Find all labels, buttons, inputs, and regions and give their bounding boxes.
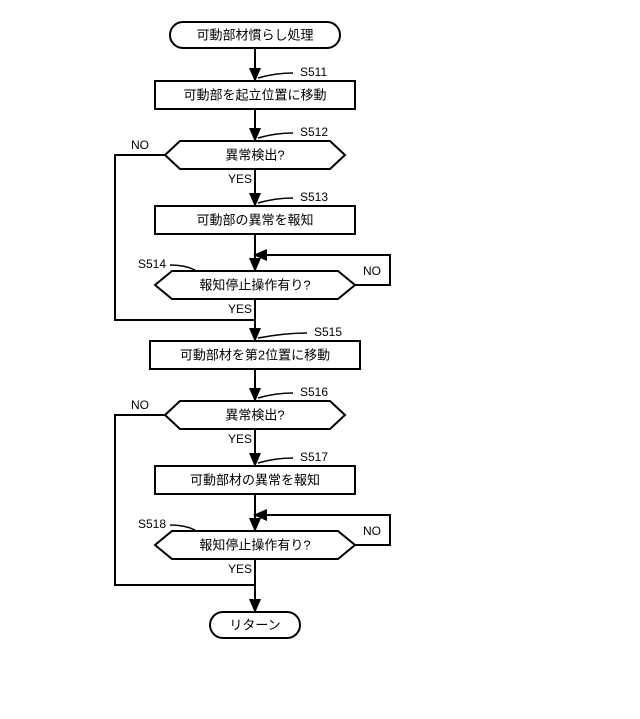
s516-node: 異常検出? bbox=[165, 401, 345, 429]
s518-node: 報知停止操作有り? bbox=[155, 531, 355, 559]
s512-label: S512 bbox=[300, 125, 328, 139]
s513-node: 可動部の異常を報知 bbox=[155, 206, 355, 234]
s518-label: S518 bbox=[138, 517, 166, 531]
s517-text: 可動部材の異常を報知 bbox=[190, 472, 320, 487]
end-text: リターン bbox=[229, 617, 280, 632]
s515-node: 可動部材を第2位置に移動 bbox=[150, 341, 360, 369]
s516-text: 異常検出? bbox=[225, 407, 284, 422]
s517-node: 可動部材の異常を報知 bbox=[155, 466, 355, 494]
s518-text: 報知停止操作有り? bbox=[199, 537, 310, 552]
s511-node: 可動部を起立位置に移動 bbox=[155, 81, 355, 109]
s513-text: 可動部の異常を報知 bbox=[196, 212, 313, 227]
s516-yes-label: YES bbox=[228, 432, 252, 446]
s511-label: S511 bbox=[300, 65, 327, 79]
s512-node: 異常検出? bbox=[165, 141, 345, 169]
s518-yes-label: YES bbox=[228, 562, 252, 576]
s513-label: S513 bbox=[300, 190, 328, 204]
s514-text: 報知停止操作有り? bbox=[199, 277, 310, 292]
s517-label: S517 bbox=[300, 450, 328, 464]
s511-text: 可動部を起立位置に移動 bbox=[183, 87, 326, 102]
s518-no-label: NO bbox=[363, 524, 381, 538]
s515-label: S515 bbox=[314, 325, 342, 339]
end-node: リターン bbox=[210, 612, 300, 638]
s512-yes-label: YES bbox=[228, 172, 252, 186]
s515-text: 可動部材を第2位置に移動 bbox=[180, 347, 330, 362]
s516-label: S516 bbox=[300, 385, 328, 399]
start-text: 可動部材慣らし処理 bbox=[196, 27, 313, 42]
s514-node: 報知停止操作有り? bbox=[155, 271, 355, 299]
start-node: 可動部材慣らし処理 bbox=[170, 22, 340, 48]
s512-no-label: NO bbox=[131, 138, 149, 152]
s514-yes-label: YES bbox=[228, 302, 252, 316]
s514-no-label: NO bbox=[363, 264, 381, 278]
s516-no-label: NO bbox=[131, 398, 149, 412]
s512-text: 異常検出? bbox=[225, 147, 284, 162]
s514-label: S514 bbox=[138, 257, 166, 271]
